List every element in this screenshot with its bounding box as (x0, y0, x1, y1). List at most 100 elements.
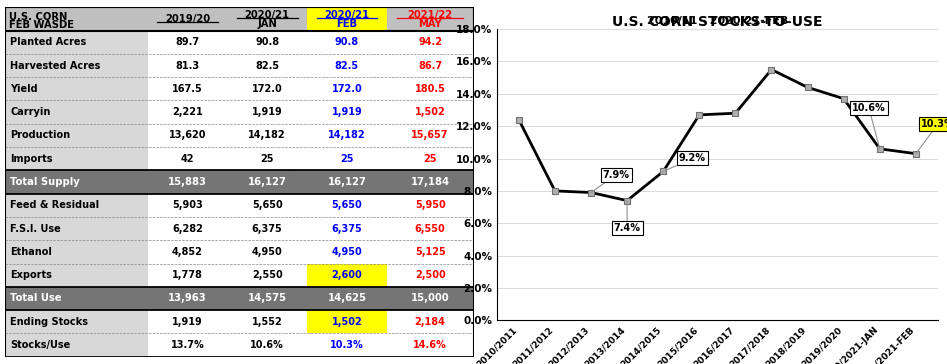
Text: 86.7: 86.7 (418, 60, 442, 71)
Bar (386, 147, 474, 170)
Text: 2,500: 2,500 (415, 270, 445, 280)
Text: 17,184: 17,184 (411, 177, 450, 187)
Text: 25: 25 (423, 154, 437, 164)
Text: Ethanol: Ethanol (10, 247, 52, 257)
Bar (386, 77, 474, 100)
Bar (148, 240, 227, 264)
Text: 14,625: 14,625 (328, 293, 366, 304)
Text: 81.3: 81.3 (175, 60, 200, 71)
Bar (227, 264, 307, 287)
Bar (148, 31, 227, 54)
Bar (5, 147, 148, 170)
Text: 14,182: 14,182 (328, 130, 366, 141)
Bar (227, 310, 307, 333)
Bar (227, 124, 307, 147)
Text: 13.7%: 13.7% (170, 340, 205, 350)
Bar (307, 7, 386, 31)
Text: 82.5: 82.5 (255, 60, 279, 71)
Text: 5,903: 5,903 (172, 200, 203, 210)
Bar (227, 240, 307, 264)
Bar (307, 240, 386, 264)
Bar (148, 54, 227, 77)
Bar (5, 77, 148, 100)
Bar (386, 310, 474, 333)
Text: 10.6%: 10.6% (250, 340, 284, 350)
Text: 90.8: 90.8 (335, 37, 359, 47)
Bar (227, 217, 307, 240)
Bar (307, 264, 386, 287)
Text: 7.4%: 7.4% (614, 201, 640, 233)
Bar (386, 100, 474, 124)
Text: 6,550: 6,550 (415, 223, 445, 234)
Text: 2010/11 - 2020/21-FEB: 2010/11 - 2020/21-FEB (647, 16, 788, 26)
Text: 13,620: 13,620 (169, 130, 206, 141)
Text: F.S.I. Use: F.S.I. Use (10, 223, 62, 234)
Text: 2,184: 2,184 (415, 317, 446, 327)
Bar (5, 7, 148, 31)
Bar (148, 217, 227, 240)
Text: 6,375: 6,375 (331, 223, 363, 234)
Bar (5, 287, 474, 310)
Bar (307, 54, 386, 77)
Bar (148, 100, 227, 124)
Bar (307, 124, 386, 147)
Text: 1,552: 1,552 (252, 317, 282, 327)
Text: 2021/22: 2021/22 (407, 10, 453, 20)
Text: 16,127: 16,127 (248, 177, 287, 187)
Text: 14.6%: 14.6% (413, 340, 447, 350)
Bar (5, 100, 148, 124)
Text: Harvested Acres: Harvested Acres (10, 60, 100, 71)
Text: 1,778: 1,778 (172, 270, 203, 280)
Text: 1,919: 1,919 (252, 107, 282, 117)
Text: 10.3%: 10.3% (916, 119, 947, 154)
Text: 15,000: 15,000 (411, 293, 450, 304)
Bar (227, 7, 307, 31)
Bar (5, 124, 148, 147)
Text: 5,650: 5,650 (331, 200, 363, 210)
Text: 2020/21: 2020/21 (325, 10, 369, 20)
Bar (307, 31, 386, 54)
Bar (148, 124, 227, 147)
Text: 167.5: 167.5 (172, 84, 203, 94)
Text: 172.0: 172.0 (331, 84, 363, 94)
Bar (148, 264, 227, 287)
Text: Exports: Exports (10, 270, 52, 280)
Bar (5, 310, 148, 333)
Text: FEB WASDE: FEB WASDE (9, 20, 75, 31)
Text: 4,852: 4,852 (172, 247, 203, 257)
Text: 10.3%: 10.3% (331, 340, 364, 350)
Text: 2020/21: 2020/21 (244, 10, 290, 20)
Bar (148, 310, 227, 333)
Text: 90.8: 90.8 (255, 37, 279, 47)
Bar (5, 240, 148, 264)
Text: Feed & Residual: Feed & Residual (10, 200, 99, 210)
Text: Stocks/Use: Stocks/Use (10, 340, 71, 350)
Text: 89.7: 89.7 (175, 37, 200, 47)
Bar (227, 54, 307, 77)
Bar (307, 217, 386, 240)
Bar (227, 77, 307, 100)
Bar (227, 194, 307, 217)
Bar (386, 7, 474, 31)
Bar (148, 194, 227, 217)
Text: 25: 25 (340, 154, 353, 164)
Text: 2,600: 2,600 (331, 270, 363, 280)
Text: 82.5: 82.5 (335, 60, 359, 71)
Text: 6,282: 6,282 (172, 223, 203, 234)
Text: 7.9%: 7.9% (591, 170, 630, 193)
Text: 14,575: 14,575 (248, 293, 287, 304)
Text: 13,963: 13,963 (169, 293, 206, 304)
Text: 10.6%: 10.6% (852, 103, 885, 149)
Bar (386, 217, 474, 240)
Text: Production: Production (10, 130, 70, 141)
Text: 25: 25 (260, 154, 274, 164)
Text: 2,550: 2,550 (252, 270, 282, 280)
Text: 4,950: 4,950 (331, 247, 363, 257)
Text: 180.5: 180.5 (415, 84, 446, 94)
Title: U.S. CORN STOCKS-TO-USE: U.S. CORN STOCKS-TO-USE (612, 15, 823, 29)
Bar (307, 310, 386, 333)
Bar (5, 217, 148, 240)
Text: 9.2%: 9.2% (663, 153, 706, 171)
Bar (5, 264, 148, 287)
Bar (307, 77, 386, 100)
